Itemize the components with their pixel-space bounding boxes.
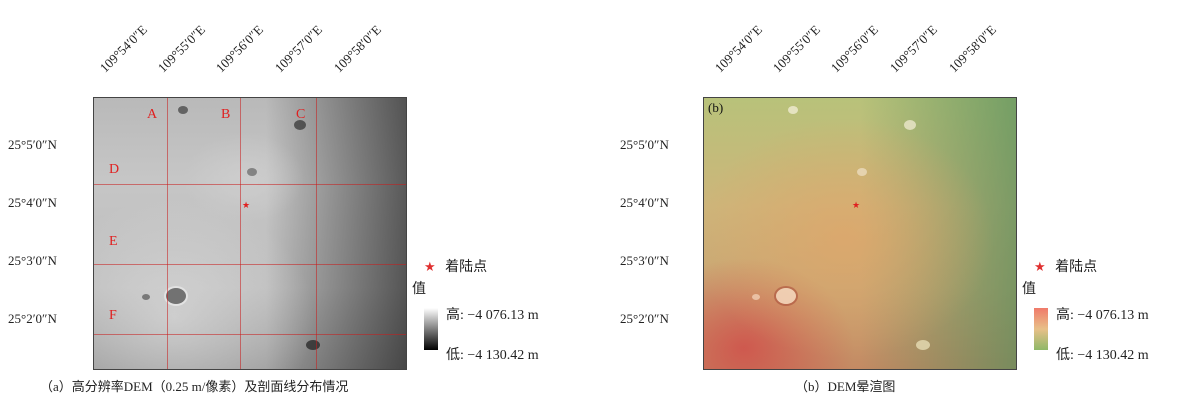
- legend-landing-label: 着陆点: [1055, 260, 1098, 275]
- crater: [857, 168, 867, 176]
- lon-label: 109°58′0″E: [945, 21, 1000, 76]
- profile-label-a: A: [147, 107, 158, 122]
- lat-label: 25°3′0″N: [8, 253, 57, 268]
- crater: [752, 294, 760, 300]
- lon-label: 109°54′0″E: [711, 21, 766, 76]
- crater: [788, 106, 798, 114]
- legend-high: 高: −4 076.13 m: [1056, 308, 1149, 323]
- legend-landing-label: 着陆点: [445, 260, 488, 275]
- panel-tag: (b): [708, 100, 724, 115]
- legend-low: 低: −4 130.42 m: [1056, 348, 1149, 363]
- profile-label-e: E: [109, 234, 118, 249]
- legend-landing-site: ★ 着陆点: [424, 256, 487, 276]
- legend-gray-ramp: [424, 308, 438, 350]
- legend-color-ramp: [1034, 308, 1048, 350]
- lat-label: 25°3′0″N: [620, 253, 669, 268]
- panel-a-dem: 109°54′0″E 109°55′0″E 109°56′0″E 109°57′…: [8, 21, 539, 394]
- lon-label: 109°54′0″E: [96, 21, 151, 76]
- landing-site-star-icon: ★: [242, 200, 251, 210]
- star-icon: ★: [424, 259, 436, 274]
- lon-label: 109°57′0″E: [886, 21, 941, 76]
- lon-label: 109°55′0″E: [154, 21, 209, 76]
- profile-line-d: [94, 184, 406, 185]
- crater: [142, 294, 150, 300]
- lon-label: 109°56′0″E: [212, 21, 267, 76]
- crater: [178, 106, 188, 114]
- lon-label: 109°55′0″E: [769, 21, 824, 76]
- profile-line-f: [94, 334, 406, 335]
- crater: [294, 120, 306, 130]
- crater: [904, 120, 916, 130]
- profile-line-b: [240, 98, 241, 369]
- landing-site-star-icon: ★: [852, 200, 861, 210]
- panel-b-hillshade: 109°54′0″E 109°55′0″E 109°56′0″E 109°57′…: [590, 0, 1180, 395]
- crater: [916, 340, 930, 350]
- dem-grayscale-map: A B C D E F ★: [93, 97, 407, 370]
- lat-label: 25°5′0″N: [8, 137, 57, 152]
- caption-a: （a）高分辨率DEM（0.25 m/像素）及剖面线分布情况: [40, 379, 349, 394]
- lat-label: 25°4′0″N: [8, 195, 57, 210]
- legend-low: 低: −4 130.42 m: [446, 348, 539, 363]
- caption-b: （b）DEM晕渲图: [795, 379, 896, 394]
- legend-high: 高: −4 076.13 m: [446, 308, 539, 323]
- lat-label: 25°2′0″N: [8, 311, 57, 326]
- lat-label: 25°2′0″N: [620, 311, 669, 326]
- profile-label-f: F: [109, 308, 117, 323]
- profile-line-e: [94, 264, 406, 265]
- profile-label-b: B: [221, 107, 231, 122]
- profile-label-c: C: [296, 107, 306, 122]
- star-icon: ★: [1034, 259, 1046, 274]
- crater: [166, 288, 186, 304]
- lat-label: 25°5′0″N: [620, 137, 669, 152]
- lon-label: 109°58′0″E: [330, 21, 385, 76]
- legend-value-title: 值: [1022, 282, 1036, 297]
- crater: [306, 340, 320, 350]
- crater: [247, 168, 257, 176]
- legend-landing-site: ★ 着陆点: [1034, 256, 1097, 276]
- dem-hillshade-map: (b) ★: [703, 97, 1017, 370]
- lon-label: 109°57′0″E: [271, 21, 326, 76]
- lon-label: 109°56′0″E: [827, 21, 882, 76]
- legend-value-title: 值: [412, 282, 426, 297]
- profile-line-a: [167, 98, 168, 369]
- lat-label: 25°4′0″N: [620, 195, 669, 210]
- crater: [776, 288, 796, 304]
- profile-label-d: D: [109, 162, 120, 177]
- profile-line-c: [316, 98, 317, 369]
